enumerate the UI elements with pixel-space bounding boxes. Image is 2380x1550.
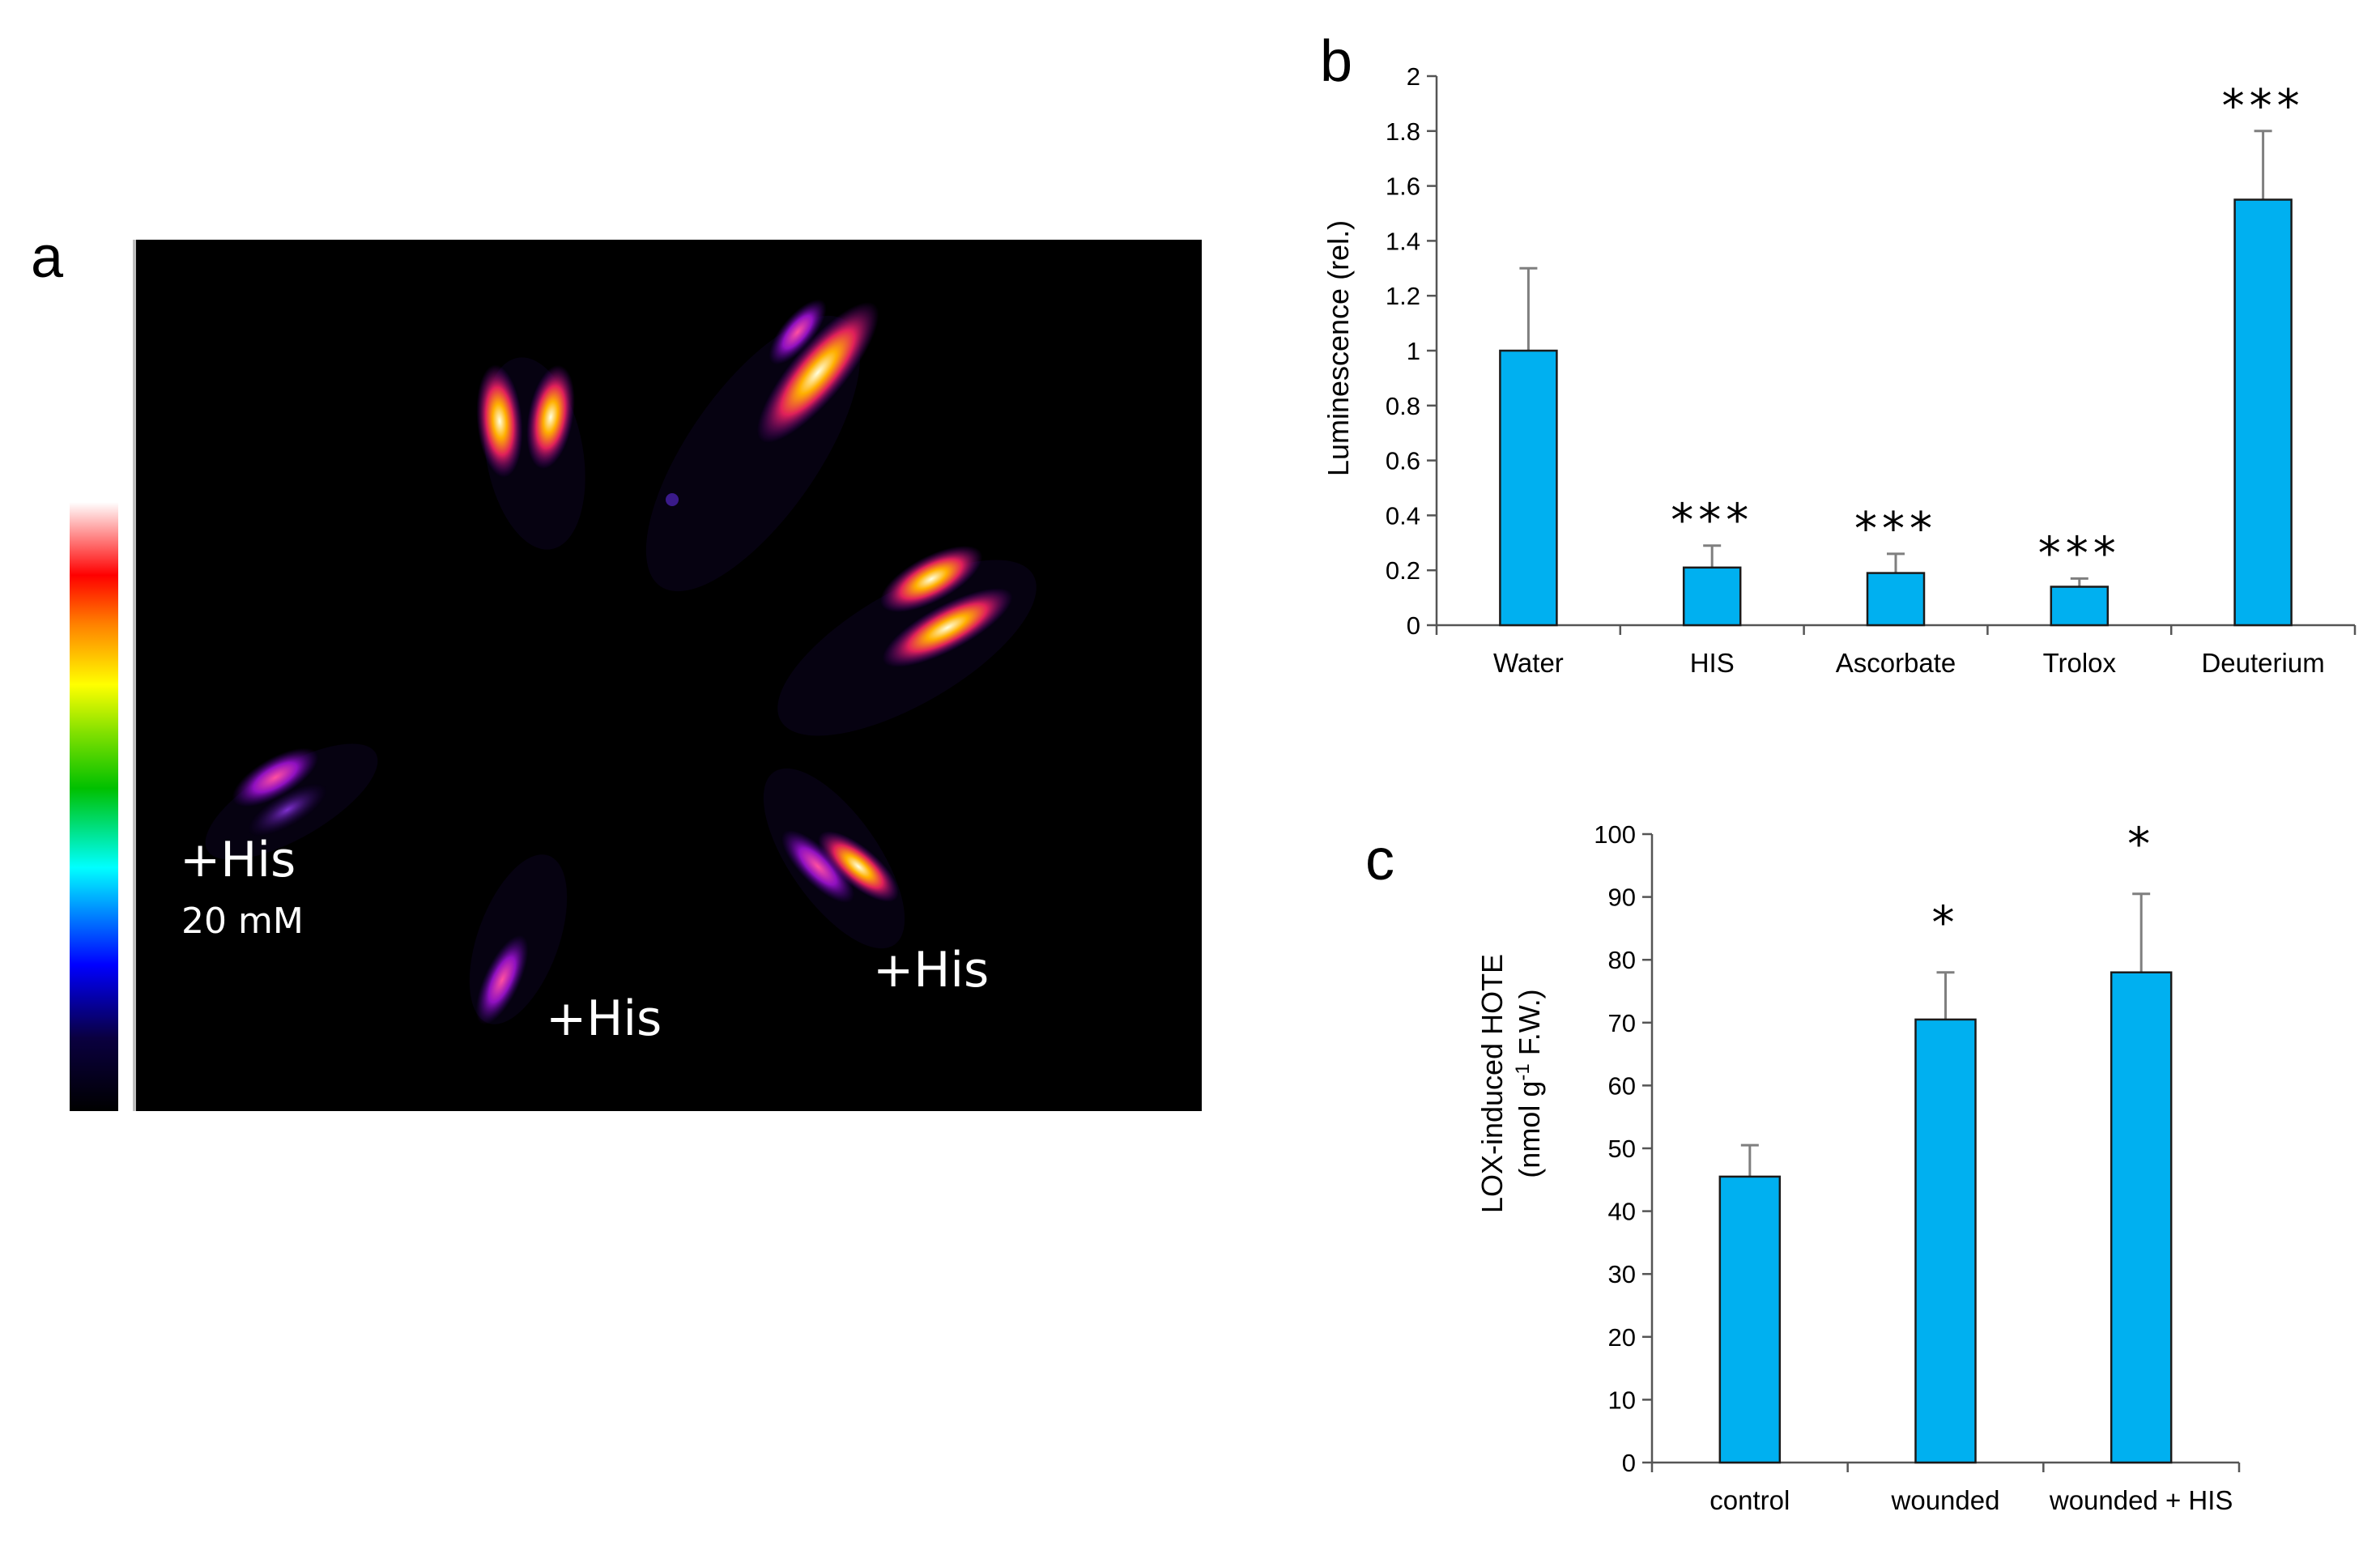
category-label: Water [1493,648,1564,678]
y-tick-label: 1 [1407,337,1420,365]
category-label: Ascorbate [1836,648,1956,678]
y-axis-label-line2: (nmol g-1 F.W.) [1512,989,1547,1177]
y-tick-label: 80 [1608,946,1636,974]
significance-marker: *** [2038,527,2121,580]
category-label: control [1709,1485,1790,1515]
luminescence-image [136,240,1202,1111]
significance-marker: *** [1854,503,1937,556]
y-tick-label: 40 [1608,1198,1636,1226]
bar-ascorbate [1866,572,1926,627]
y-tick-label: 100 [1594,820,1636,849]
category-label: HIS [1690,648,1735,678]
y-tick-label: 0 [1622,1449,1636,1477]
y-tick-label: 30 [1608,1260,1636,1288]
panel-a: a +His 20 mM +His [31,225,1202,1111]
y-tick-label: 2 [1407,62,1420,91]
fire-rainbow-colorbar [70,502,118,1111]
his-label-bottom: +His [546,990,662,1047]
y-tick-label: 0 [1407,611,1420,640]
leaf-luminescence-spots [232,299,1013,1025]
y-tick-label: 1.6 [1386,172,1420,201]
category-label: wounded + HIS [2049,1485,2233,1515]
y-tick-label: 20 [1608,1323,1636,1352]
panel-c-chart: c LOX-induced HOTE (nmol g-1 F.W.) 0 10 20… [1365,819,2241,1515]
category-label: wounded [1891,1485,2000,1515]
y-tick-label: 1.2 [1386,282,1420,310]
category-label: Trolox [2043,648,2117,678]
panel-letter-c: c [1365,828,1394,892]
y-tick-label: 0.2 [1386,556,1420,585]
concentration-label: 20 mM [181,901,304,942]
significance-marker: *** [2222,80,2305,133]
y-axis-label: LOX-induced HOTE (nmol g-1 F.W.) [1475,954,1546,1213]
his-label-left: +His [180,832,296,888]
y-axis-label-line1: LOX-induced HOTE [1475,954,1509,1213]
bar-wounded-his [2110,971,2173,1464]
y-tick-label: 90 [1608,884,1636,912]
y-tick-label: 0.6 [1386,447,1420,475]
significance-marker: * [2127,819,2155,871]
y-tick-label: 10 [1608,1386,1636,1414]
bar-water [1499,349,1558,627]
significance-marker: * [1932,897,1960,950]
panel-letter-b: b [1320,29,1352,94]
bar-deuterium [2233,198,2293,627]
significance-marker: *** [1671,495,1753,547]
bar-control [1718,1175,1782,1464]
bar-wounded [1914,1018,1977,1464]
bar-his [1682,566,1742,627]
his-label-right: +His [873,942,989,999]
y-tick-label: 70 [1608,1009,1636,1037]
category-label: Deuterium [2201,648,2324,678]
y-tick-label: 0.4 [1386,501,1420,530]
y-tick-label: 60 [1608,1071,1636,1100]
panel-b-chart: b Luminescence (rel.) 0 0.2 0.4 0.6 0.8 1 1.2 1… [1320,29,2357,678]
panel-letter-a: a [31,225,64,290]
y-tick-label: 1.4 [1386,227,1420,255]
y-tick-label: 0.8 [1386,392,1420,420]
y-tick-label: 50 [1608,1135,1636,1163]
bar-trolox [2050,586,2110,627]
y-tick-label: 1.8 [1386,117,1420,146]
y-axis-label: Luminescence (rel.) [1322,220,1355,476]
